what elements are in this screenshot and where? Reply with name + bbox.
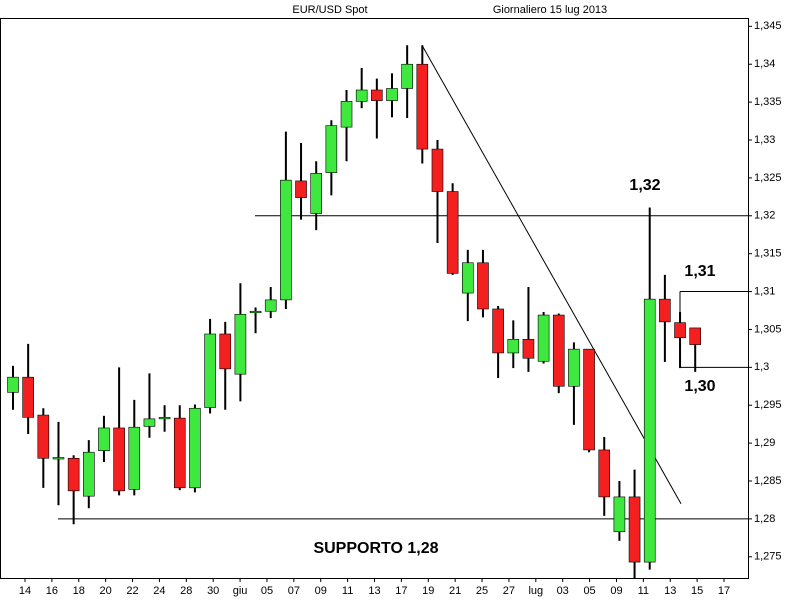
- candle-body: [158, 417, 171, 420]
- x-tick-label: 20: [100, 585, 112, 597]
- x-tick-label: 22: [126, 585, 138, 597]
- candle-body: [461, 262, 474, 294]
- y-tick-label: 1,325: [754, 172, 782, 184]
- candle-body: [7, 376, 19, 393]
- x-tick-label: 17: [395, 585, 407, 597]
- x-tick-label: 15: [691, 585, 703, 597]
- x-tick-label: 09: [610, 585, 622, 597]
- x-tick-label: 13: [368, 585, 380, 597]
- candle-body: [173, 417, 186, 489]
- y-tick-label: 1,345: [754, 20, 782, 32]
- annotation: 1,31: [684, 263, 715, 280]
- chart-title: EUR/USD Spot: [292, 4, 367, 16]
- y-tick-label: 1,335: [754, 96, 782, 108]
- x-tick-label: 30: [207, 585, 219, 597]
- candle-body: [37, 414, 50, 459]
- x-tick-label: 11: [342, 585, 353, 597]
- y-tick-label: 1,275: [754, 551, 782, 563]
- chart-subtitle: Giornaliero 15 lug 2013: [493, 4, 607, 16]
- candle-body: [280, 179, 292, 301]
- candle-body: [386, 88, 398, 101]
- x-tick-label: 05: [261, 585, 273, 597]
- candle-body: [128, 426, 141, 490]
- y-tick-label: 1,3: [754, 361, 769, 373]
- candle-body: [249, 310, 262, 314]
- candle-body: [83, 451, 95, 497]
- candle-body: [401, 63, 413, 89]
- candle-body: [204, 333, 216, 408]
- candle-body: [507, 338, 520, 354]
- x-tick-label: lug: [528, 585, 543, 597]
- y-tick-label: 1,315: [754, 248, 782, 260]
- x-tick-label: 13: [664, 585, 676, 597]
- candle-body: [310, 173, 323, 214]
- candle-body: [643, 298, 656, 563]
- candle-body: [52, 457, 65, 460]
- annotation: 1,32: [629, 177, 660, 194]
- candle-body: [219, 333, 232, 370]
- x-tick-label: 07: [288, 585, 300, 597]
- x-tick-label: 24: [153, 585, 165, 597]
- candle-body: [340, 101, 353, 128]
- x-tick-label: 19: [422, 585, 434, 597]
- x-tick-label: 09: [315, 585, 327, 597]
- x-tick-label: 28: [180, 585, 192, 597]
- x-tick-label: 17: [718, 585, 730, 597]
- candle-body: [477, 262, 489, 310]
- candle-body: [189, 407, 201, 489]
- candle-body: [67, 457, 80, 492]
- candle-body: [522, 338, 535, 359]
- candle-body: [325, 125, 338, 173]
- candle-body: [492, 308, 504, 354]
- x-tick-label: 05: [583, 585, 595, 597]
- candle-body: [583, 348, 595, 451]
- candle-body: [552, 314, 565, 387]
- candle-body: [659, 298, 671, 323]
- x-tick-label: 03: [557, 585, 569, 597]
- candle-body: [568, 348, 580, 387]
- candle-body: [98, 427, 110, 451]
- candle-body: [113, 427, 125, 492]
- candle-body: [613, 496, 626, 533]
- candle-body: [598, 449, 611, 498]
- y-tick-label: 1,34: [754, 58, 775, 70]
- candle-body: [689, 327, 702, 345]
- annotation: SUPPORTO 1,28: [313, 540, 438, 557]
- trend-line: [421, 45, 682, 504]
- x-tick-label: 11: [638, 585, 649, 597]
- candle-body: [264, 299, 277, 312]
- candle-body: [431, 148, 444, 192]
- y-tick-label: 1,32: [754, 210, 775, 222]
- candle-body: [355, 89, 368, 102]
- y-tick-label: 1,33: [754, 134, 775, 146]
- x-tick-label: giu: [233, 585, 248, 597]
- candle-body: [416, 63, 429, 150]
- y-tick-label: 1,28: [754, 513, 775, 525]
- y-tick-label: 1,285: [754, 475, 782, 487]
- candle-body: [371, 89, 383, 101]
- y-tick-label: 1,31: [754, 285, 775, 297]
- x-tick-label: 16: [46, 585, 58, 597]
- x-tick-label: 21: [449, 585, 461, 597]
- x-tick-label: 27: [503, 585, 515, 597]
- y-tick-label: 1,305: [754, 323, 782, 335]
- candle-body: [537, 314, 550, 362]
- candle-body: [143, 418, 156, 427]
- y-tick-label: 1,29: [754, 437, 775, 449]
- candle-body: [446, 191, 459, 274]
- x-tick-label: 18: [73, 585, 85, 597]
- annotation: 1,30: [684, 378, 715, 395]
- candle-body: [234, 313, 247, 375]
- x-tick-label: 25: [476, 585, 488, 597]
- candle-body: [628, 496, 641, 563]
- candle-body: [295, 180, 307, 198]
- y-tick-label: 1,295: [754, 399, 782, 411]
- candle-body: [674, 322, 686, 339]
- candle-body: [22, 376, 34, 418]
- x-tick-label: 14: [19, 585, 31, 597]
